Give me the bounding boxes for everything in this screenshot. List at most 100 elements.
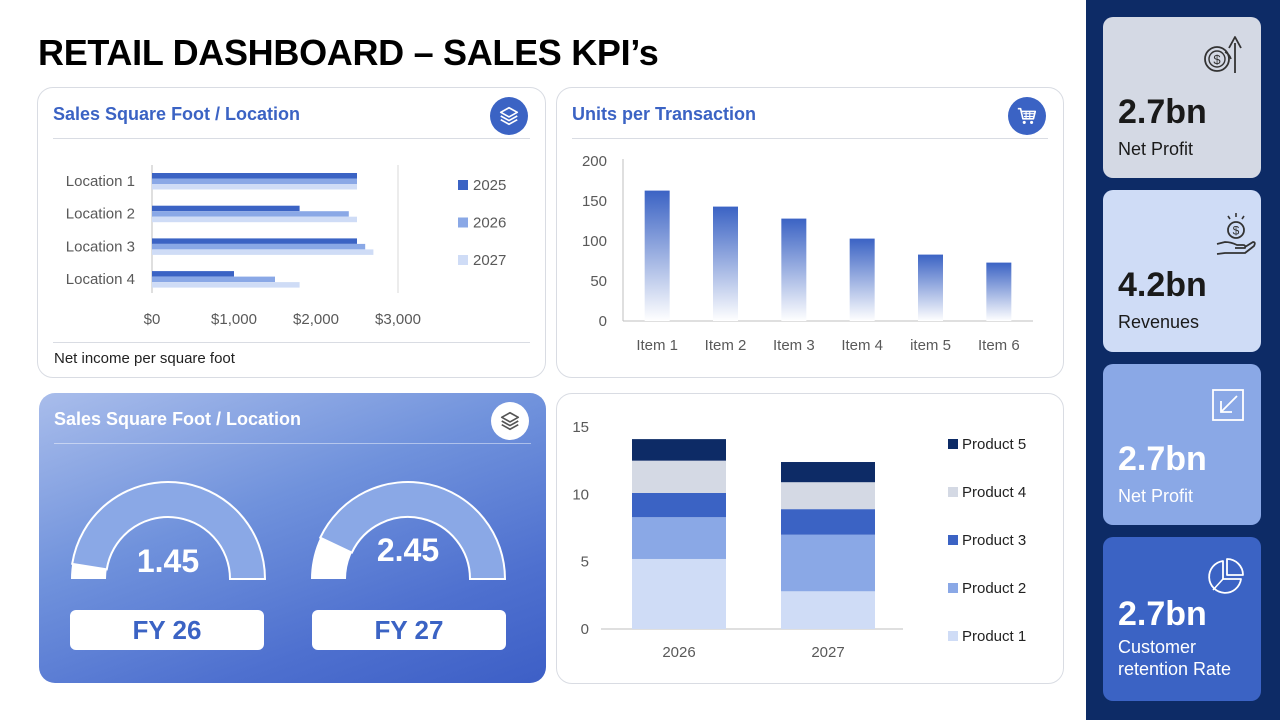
- stack-segment: [632, 517, 726, 559]
- pie-chart-icon: [1205, 557, 1245, 602]
- kpi-label: Customer retention Rate: [1118, 637, 1232, 679]
- y-tick-label: 15: [572, 419, 589, 436]
- x-tick-label: Item 4: [841, 337, 883, 354]
- kpi-value: 2.7bn: [1118, 93, 1207, 131]
- kpi-tile-customer-retention: 2.7bn Customer retention Rate: [1103, 537, 1261, 701]
- bar: [152, 276, 275, 283]
- bar: [152, 173, 357, 179]
- category-label: Location 1: [66, 173, 135, 190]
- kpi-label: Revenues: [1118, 312, 1200, 332]
- stack-segment: [781, 482, 875, 510]
- bar: [152, 249, 374, 255]
- category-label: Location 2: [66, 206, 135, 223]
- svg-text:$: $: [1213, 52, 1221, 67]
- bar: [152, 271, 234, 277]
- bar: [152, 243, 366, 250]
- bar: [152, 178, 357, 184]
- legend-swatch: [948, 535, 958, 545]
- sales-sqft-title: Sales Square Foot / Location: [53, 104, 301, 124]
- layers-icon: [491, 402, 529, 440]
- bar: [152, 205, 300, 212]
- legend-swatch: [948, 439, 958, 449]
- bar: [713, 206, 738, 321]
- x-tick-label: $0: [144, 311, 161, 328]
- svg-text:$: $: [1233, 224, 1240, 238]
- x-tick-label: $2,000: [293, 311, 339, 328]
- legend-label: Product 2: [962, 580, 1026, 597]
- bar: [152, 211, 349, 217]
- units-per-transaction-card: Units per Transaction 200 150 100 50 0 Item 1…: [556, 87, 1064, 378]
- kpi-sidebar: $ 2.7bn Net Profit $ 4.2bn Revenues 2.7b…: [1086, 0, 1280, 720]
- legend-label: 2027: [473, 252, 506, 269]
- gauge-fill: [318, 481, 507, 580]
- stack-segment: [781, 462, 875, 483]
- x-tick-label: Item 6: [978, 337, 1020, 354]
- y-tick-label: 0: [581, 621, 589, 638]
- legend-swatch: [458, 217, 468, 228]
- legend-label: Product 1: [962, 628, 1026, 645]
- stack-segment: [632, 558, 726, 629]
- kpi-tile-net-profit-2: 2.7bn Net Profit: [1103, 364, 1261, 525]
- stack-segment: [632, 460, 726, 493]
- legend-label: Product 3: [962, 532, 1026, 549]
- legend-swatch: [948, 583, 958, 593]
- gauge-value: 2.45: [377, 532, 439, 568]
- legend-swatch: [948, 487, 958, 497]
- bar: [152, 216, 357, 223]
- product-stacked-card: 15 10 5 0 2026 2027 Product 5 Product 4 Product …: [556, 393, 1064, 684]
- bar: [849, 238, 875, 321]
- kpi-value: 4.2bn: [1118, 266, 1207, 304]
- gauge-fill: [71, 481, 267, 580]
- y-tick-label: 50: [590, 273, 607, 290]
- kpi-tile-revenues: $ 4.2bn Revenues: [1103, 190, 1261, 352]
- bar: [152, 238, 357, 244]
- shopping-cart-icon: [1008, 97, 1046, 135]
- fy-26-label: FY 26: [70, 610, 264, 650]
- divider: [53, 342, 530, 343]
- kpi-label: Net Profit: [1118, 486, 1194, 506]
- bar: [152, 282, 300, 288]
- divider: [572, 138, 1048, 139]
- bar: [644, 190, 670, 321]
- x-tick-label: $3,000: [375, 311, 421, 328]
- x-tick-label: Item 3: [773, 337, 815, 354]
- legend-label: 2025: [473, 177, 506, 194]
- stack-segment: [781, 534, 875, 592]
- sales-sqft-footnote: Net income per square foot: [54, 350, 235, 367]
- x-tick-label: 2026: [662, 644, 695, 661]
- units-per-transaction-title: Units per Transaction: [572, 104, 757, 124]
- y-tick-label: 100: [582, 233, 607, 250]
- legend-swatch: [458, 255, 468, 265]
- x-tick-label: $1,000: [211, 311, 257, 328]
- x-tick-label: Item 2: [705, 337, 747, 354]
- bar: [986, 262, 1012, 321]
- category-label: Location 4: [66, 271, 135, 288]
- divider: [54, 443, 531, 444]
- x-tick-label: Item 1: [636, 337, 678, 354]
- bar: [152, 184, 357, 190]
- stack-segment: [632, 492, 726, 518]
- gauge-card: Sales Square Foot / Location 1.45 2.45 FY…: [39, 393, 546, 683]
- y-tick-label: 5: [581, 554, 589, 571]
- x-tick-label: 2027: [811, 644, 844, 661]
- divider: [53, 138, 530, 139]
- product-stacked-chart: 15 10 5 0 2026 2027 Product 5 Product 4 Product …: [572, 419, 1026, 661]
- legend-swatch: [948, 631, 958, 641]
- kpi-value: 2.7bn: [1118, 595, 1207, 633]
- legend-label: Product 4: [962, 484, 1026, 501]
- units-per-transaction-chart: 200 150 100 50 0 Item 1 Item 2 Item 3 Item 4 item…: [582, 153, 1033, 354]
- layers-icon: [490, 97, 528, 135]
- bar: [781, 218, 807, 321]
- y-tick-label: 10: [572, 486, 589, 503]
- bar: [918, 254, 943, 321]
- y-tick-label: 200: [582, 153, 607, 170]
- x-tick-label: item 5: [910, 337, 951, 354]
- sales-sqft-chart: Location 1 Location 2 Location 3 Location 4…: [66, 165, 506, 328]
- category-label: Location 3: [66, 238, 135, 255]
- y-tick-label: 0: [599, 313, 607, 330]
- gauges: 1.45 2.45: [71, 481, 507, 580]
- stack-segment: [781, 591, 875, 629]
- stack-segment: [781, 509, 875, 535]
- dollar-coin-up-arrow-icon: $: [1203, 33, 1245, 80]
